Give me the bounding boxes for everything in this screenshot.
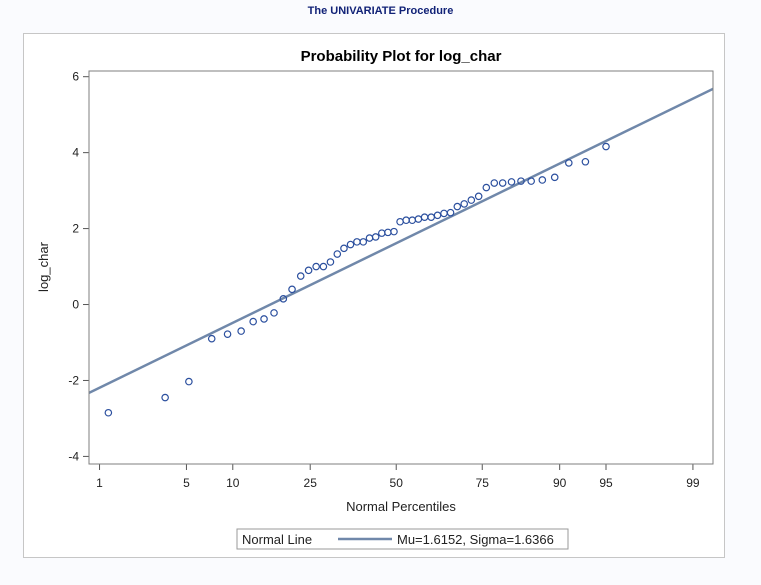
data-point [427,213,435,221]
data-point [474,192,483,201]
legend-normal-line-label: Normal Line [242,532,312,547]
y-tick-label: -2 [68,373,79,387]
chart-title: Probability Plot for log_char [301,48,502,65]
data-point [326,258,335,266]
data-point [433,211,442,220]
data-point [527,177,535,185]
x-tick-label: 90 [553,476,567,490]
data-point [565,159,573,167]
data-point [279,295,288,303]
data-point [490,179,499,187]
x-axis-label: Normal Percentiles [346,499,456,514]
y-tick-label: -4 [68,449,79,463]
x-tick-label: 1 [96,476,103,490]
x-tick-label: 95 [599,476,613,490]
procedure-title: The UNIVARIATE Procedure [307,5,454,17]
data-point [312,262,320,271]
data-point [185,377,193,386]
data-point [581,157,590,166]
y-axis-label: log_char [36,241,51,292]
data-point [365,234,374,242]
legend-normal-line-params: Mu=1.6152, Sigma=1.6366 [397,532,554,547]
data-point [550,173,559,182]
data-point [249,317,257,326]
y-tick-label: 0 [72,298,79,312]
data-point [538,176,547,184]
data-point [378,229,386,237]
data-point [446,208,455,217]
data-point [371,233,380,241]
data-point [296,272,305,280]
data-point [304,266,313,275]
x-tick-label: 5 [183,476,190,490]
x-tick-label: 10 [226,476,240,490]
legend: Normal Line Mu=1.6152, Sigma=1.6366 [236,528,569,550]
data-point [260,315,268,323]
data-point [237,327,245,335]
y-tick-label: 2 [72,222,79,236]
data-point [346,240,355,249]
data-point [390,227,398,236]
plot-frame [23,33,725,558]
data-point [104,408,113,417]
legend-box [236,528,569,550]
data-point [340,244,348,253]
data-point [408,216,417,225]
data-point [498,179,507,187]
y-tick-label: 4 [72,146,79,160]
data-point [396,217,404,226]
y-tick-label: 6 [72,70,79,84]
data-point [161,393,169,402]
data-point [460,200,469,208]
data-point [207,334,216,343]
normal-line [89,87,713,395]
data-point [353,238,361,246]
data-point [223,330,232,338]
data-point [482,183,491,192]
data-point [453,202,462,211]
data-point [270,309,278,317]
data-point [333,250,342,258]
data-point [384,228,392,237]
x-tick-label: 50 [390,476,404,490]
data-point [319,262,328,271]
data-point [420,213,429,221]
data-point [517,177,525,185]
data-point [507,178,516,186]
data-point [402,216,410,225]
data-point [602,142,610,151]
data-point [467,196,476,204]
data-point [440,209,448,218]
data-point [359,238,368,246]
data-point [288,285,296,294]
x-tick-label: 75 [476,476,490,490]
plot-area [88,70,714,465]
x-tick-label: 25 [304,476,318,490]
x-tick-label: 99 [686,476,700,490]
data-point [414,215,423,223]
